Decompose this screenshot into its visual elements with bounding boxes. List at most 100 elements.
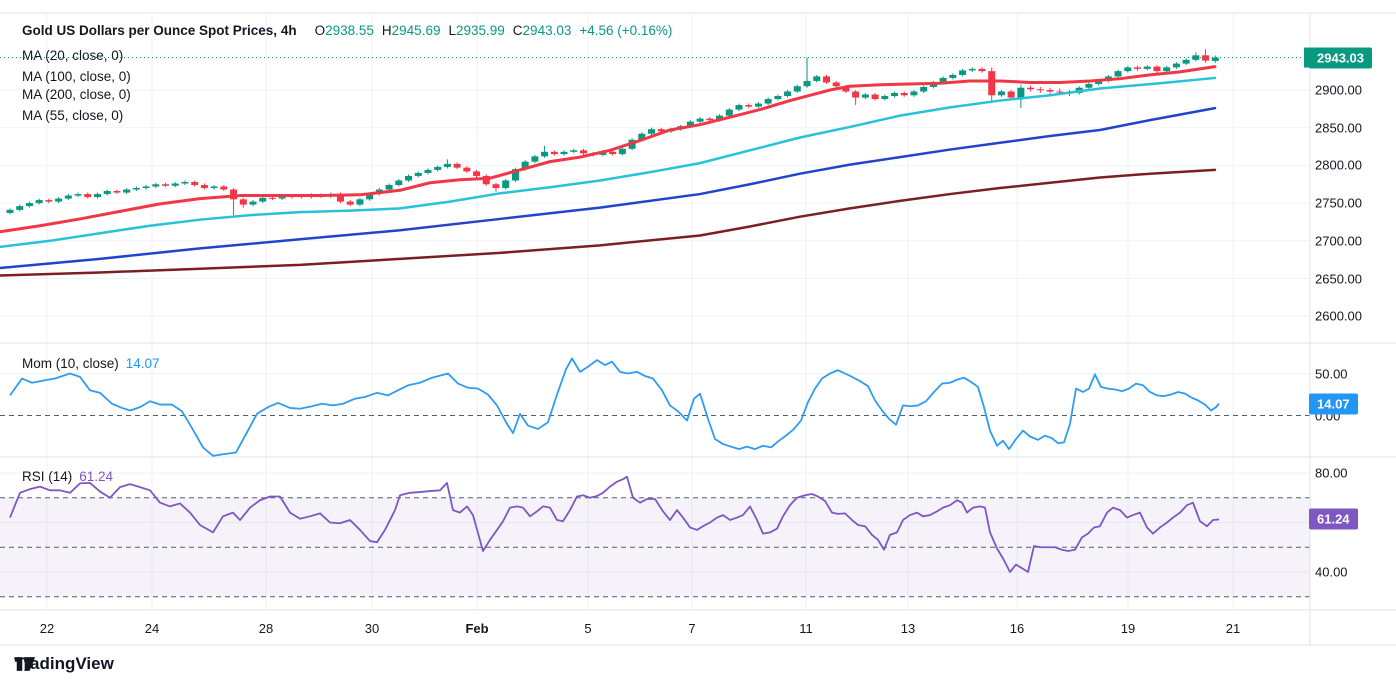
candle-body: [25, 203, 33, 207]
chart-header[interactable]: Gold US Dollars per Ounce Spot Prices, 4…: [22, 23, 672, 38]
price-change: +4.56 (+0.16%): [579, 23, 673, 38]
candle-body: [366, 194, 374, 200]
candle-body: [900, 93, 908, 96]
ma-200-line: [0, 168, 1217, 277]
candle-body: [1143, 66, 1151, 69]
candle-body: [861, 94, 869, 98]
candle-body: [463, 167, 471, 172]
candle-body: [259, 197, 267, 202]
candle-body: [405, 175, 413, 181]
candle-body: [84, 194, 92, 198]
candle-body: [1182, 59, 1190, 64]
candle-body: [511, 169, 519, 181]
legend-ma-20[interactable]: MA (20, close, 0): [22, 48, 124, 63]
candle-body: [939, 77, 947, 83]
ohlc-low-label: L: [448, 23, 456, 38]
candle-body: [453, 163, 461, 168]
candle-body: [191, 181, 199, 186]
legend-ma-200[interactable]: MA (200, close, 0): [22, 87, 131, 102]
candle-body: [871, 94, 879, 100]
candle-body: [648, 129, 656, 134]
candle-body: [988, 71, 996, 96]
candle-body: [16, 206, 24, 210]
tradingview-logo-text: TradingView: [14, 654, 114, 673]
rsi-name: RSI (14): [22, 469, 73, 484]
candle-body: [822, 76, 830, 83]
candle-body: [1056, 91, 1064, 93]
candle-body: [521, 161, 529, 170]
tradingview-logo[interactable]: TradingView: [14, 654, 114, 674]
legend-ma-100[interactable]: MA (100, close, 0): [22, 69, 131, 84]
candle-body: [1085, 83, 1093, 88]
rsi-label[interactable]: RSI (14) 61.24: [22, 469, 113, 484]
candle-body: [764, 99, 772, 104]
candle-body: [1007, 91, 1015, 98]
candle-body: [813, 76, 821, 81]
ohlc-high-value: 2945.69: [391, 23, 441, 38]
candle-body: [1202, 55, 1210, 61]
last-price-tick: [1304, 47, 1310, 68]
candle-body: [1095, 80, 1103, 84]
candle-body: [978, 68, 986, 72]
candle-body: [1163, 67, 1171, 72]
candle-body: [638, 133, 646, 140]
ohlc-open-label: O: [314, 23, 326, 38]
candle-body: [725, 109, 733, 116]
candle-body: [74, 194, 82, 196]
candle-body: [968, 68, 976, 71]
candle-body: [716, 115, 724, 121]
candle-body: [200, 185, 208, 189]
candle-body: [959, 70, 967, 75]
candle-body: [239, 199, 247, 205]
candle-body: [171, 183, 179, 186]
candle-body: [891, 93, 899, 97]
candle-body: [162, 184, 170, 186]
candle-body: [482, 175, 490, 185]
candle-body: [1211, 57, 1219, 61]
symbol-title[interactable]: Gold US Dollars per Ounce Spot Prices, 4…: [22, 23, 297, 38]
candle-body: [803, 80, 811, 87]
candle-body: [414, 172, 422, 176]
ma-55-line: [0, 76, 1217, 249]
candle-body: [1192, 55, 1200, 60]
candle-body: [152, 184, 160, 187]
ma-20-line: [0, 65, 1217, 234]
momentum-line: [9, 357, 1220, 457]
candle-body: [881, 96, 889, 100]
candle-body: [997, 91, 1005, 96]
candle-body: [113, 191, 121, 193]
candle-body: [1114, 71, 1122, 77]
candle-body: [579, 150, 587, 154]
candle-body: [395, 180, 403, 186]
ma-100-line: [0, 106, 1217, 270]
candle-body: [696, 118, 704, 122]
candle-body: [492, 184, 500, 189]
ohlc-close-value: 2943.03: [522, 23, 572, 38]
ohlc-low-value: 2935.99: [455, 23, 505, 38]
candle-body: [531, 156, 539, 162]
momentum-label[interactable]: Mom (10, close) 14.07: [22, 356, 160, 371]
momentum-value-badge: 14.07: [1309, 393, 1358, 415]
candle-body: [920, 86, 928, 92]
candle-body: [181, 181, 189, 184]
candle-body: [1017, 87, 1025, 98]
candle-body: [774, 96, 782, 100]
candle-body: [132, 188, 140, 190]
candle-body: [268, 197, 276, 199]
ohlc-high-label: H: [381, 23, 392, 38]
momentum-name: Mom (10, close): [22, 356, 119, 371]
candle-body: [35, 200, 43, 204]
candle-body: [64, 195, 72, 199]
candle-body: [550, 151, 558, 155]
candle-body: [686, 121, 694, 127]
candle-body: [949, 74, 957, 78]
candle-body: [6, 209, 14, 213]
rsi-band: [0, 497, 1310, 597]
legend-ma-55[interactable]: MA (55, close, 0): [22, 108, 124, 123]
candle-body: [434, 166, 442, 170]
candle-body: [1134, 67, 1142, 69]
candle-body: [1153, 66, 1161, 72]
candle-body: [1036, 89, 1044, 91]
